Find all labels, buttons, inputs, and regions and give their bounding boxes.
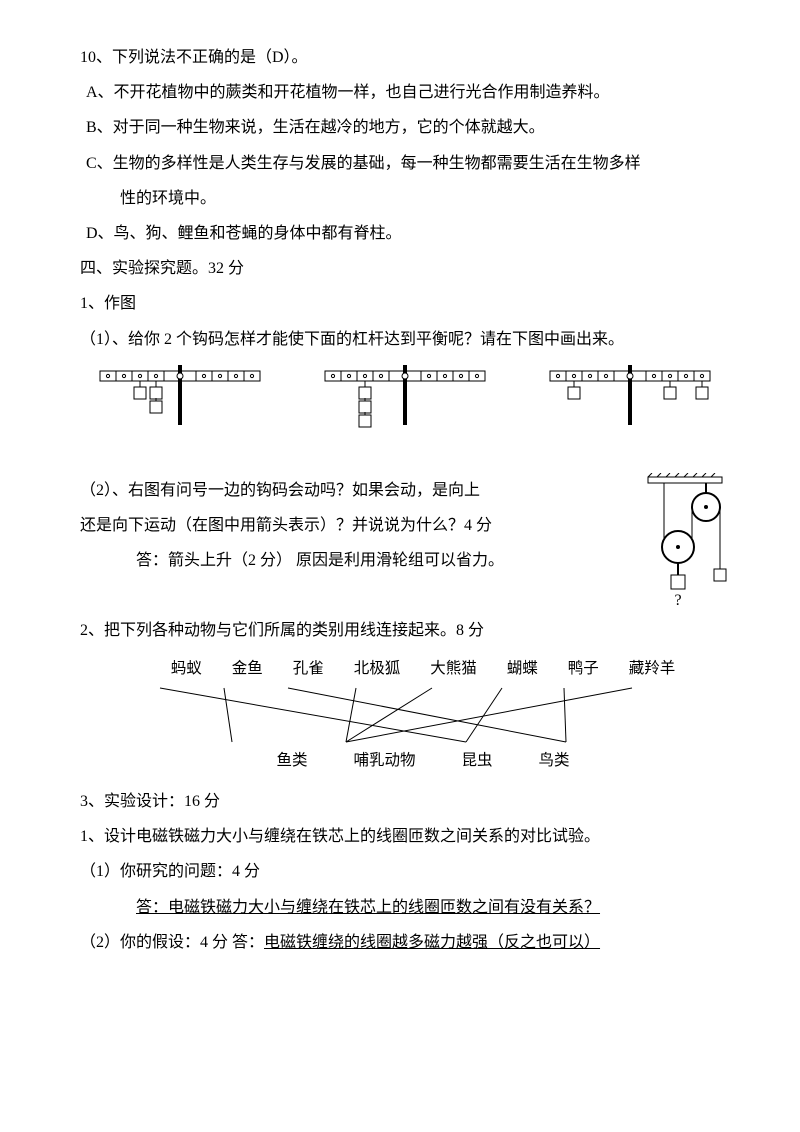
q3-sub1-answer: 答：电磁铁磁力大小与缠绕在铁芯上的线圈匝数之间有没有关系？ <box>80 890 730 925</box>
animal-label: 蝴蝶 <box>507 652 538 686</box>
page: 10、下列说法不正确的是（D）。 A、不开花植物中的蕨类和开花植物一样，也自己进… <box>0 0 800 1132</box>
lever-2 <box>305 363 505 453</box>
q1-2-block: （2）、右图有问号一边的钩码会动吗？如果会动，是向上 还是向下运动（在图中用箭头… <box>80 473 730 613</box>
q2-heading: 2、把下列各种动物与它们所属的类别用线连接起来。8 分 <box>80 613 730 648</box>
q1-2-line2: 还是向下运动（在图中用箭头表示）？并说说为什么？4 分 <box>80 508 628 543</box>
lever-1 <box>80 363 280 453</box>
category-label: 哺乳动物 <box>353 744 415 778</box>
q1-heading: 1、作图 <box>80 286 730 321</box>
category-label: 鱼类 <box>276 744 307 778</box>
pulley-diagram: ? <box>640 473 730 613</box>
q10-opt-a: A、不开花植物中的蕨类和开花植物一样，也自己进行光合作用制造养料。 <box>80 75 730 110</box>
category-label: 昆虫 <box>462 744 493 778</box>
animal-label: 北极狐 <box>354 652 401 686</box>
matching-diagram: 蚂蚁金鱼孔雀北极狐大熊猫蝴蝶鸭子藏羚羊 鱼类 哺乳动物 昆虫 鸟类 <box>116 652 730 778</box>
animal-label: 鸭子 <box>568 652 599 686</box>
q10-opt-c: C、生物的多样性是人类生存与发展的基础，每一种生物都需要生活在生物多样 <box>80 146 730 181</box>
q3-sub2: （2）你的假设：4 分 答：电磁铁缠绕的线圈越多磁力越强（反之也可以） <box>80 925 730 960</box>
svg-text:?: ? <box>674 592 681 609</box>
q10-opt-c-cont: 性的环境中。 <box>80 181 730 216</box>
lever-figures <box>80 363 730 453</box>
q1-2-line1: （2）、右图有问号一边的钩码会动吗？如果会动，是向上 <box>80 473 628 508</box>
q10-opt-b: B、对于同一种生物来说，生活在越冷的地方，它的个体就越大。 <box>80 110 730 145</box>
match-lines <box>116 686 676 744</box>
q3-sub1: （1）你研究的问题：4 分 <box>80 854 730 889</box>
animal-label: 蚂蚁 <box>171 652 202 686</box>
animal-label: 大熊猫 <box>430 652 477 686</box>
q10-opt-d: D、鸟、狗、鲤鱼和苍蝇的身体中都有脊柱。 <box>80 216 730 251</box>
q1-2-answer: 答：箭头上升（2 分） 原因是利用滑轮组可以省力。 <box>80 543 628 578</box>
category-row: 鱼类 哺乳动物 昆虫 鸟类 <box>116 744 730 778</box>
animal-label: 金鱼 <box>232 652 263 686</box>
section-4-heading: 四、实验探究题。32 分 <box>80 251 730 286</box>
animal-label: 藏羚羊 <box>629 652 676 686</box>
q10-stem: 10、下列说法不正确的是（D）。 <box>80 40 730 75</box>
animal-label: 孔雀 <box>293 652 324 686</box>
lever-3 <box>530 363 730 453</box>
q3-heading: 3、实验设计：16 分 <box>80 784 730 819</box>
animal-row: 蚂蚁金鱼孔雀北极狐大熊猫蝴蝶鸭子藏羚羊 <box>116 652 730 686</box>
category-label: 鸟类 <box>539 744 570 778</box>
q3-intro: 1、设计电磁铁磁力大小与缠绕在铁芯上的线圈匝数之间关系的对比试验。 <box>80 819 730 854</box>
q1-1-text: （1）、给你 2 个钩码怎样才能使下面的杠杆达到平衡呢？请在下图中画出来。 <box>80 322 730 357</box>
